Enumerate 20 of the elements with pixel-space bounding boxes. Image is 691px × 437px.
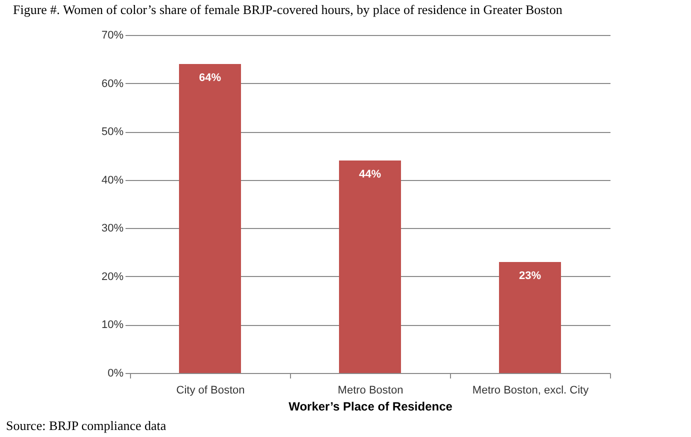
- y-tick-label: 40%: [101, 174, 124, 186]
- y-tick-label: 20%: [101, 270, 124, 283]
- y-tick-label: 60%: [101, 78, 124, 90]
- y-tick-label: 0%: [108, 368, 124, 380]
- source-note: Source: BRJP compliance data: [6, 418, 166, 434]
- y-tick-label: 70%: [101, 30, 124, 42]
- bar: [179, 64, 241, 373]
- data-label: 23%: [518, 270, 542, 282]
- data-label: 44%: [358, 168, 382, 181]
- x-axis-title: Worker’s Place of Residence: [288, 400, 453, 414]
- y-tick-label: 50%: [101, 126, 124, 138]
- x-tick-label: City of Boston: [176, 384, 245, 396]
- chart-title: Figure #. Women of color’s share of female BRJP-covered hours, by place of residence in Greater Boston: [12, 2, 563, 17]
- y-tick-label: 10%: [101, 319, 124, 332]
- x-tick-label: Metro Boston: [338, 384, 404, 396]
- bar: [499, 262, 561, 373]
- data-label: 64%: [198, 72, 222, 84]
- x-tick-label: Metro Boston, excl. City: [472, 384, 590, 396]
- bar: [339, 160, 401, 373]
- y-tick-label: 30%: [101, 222, 124, 235]
